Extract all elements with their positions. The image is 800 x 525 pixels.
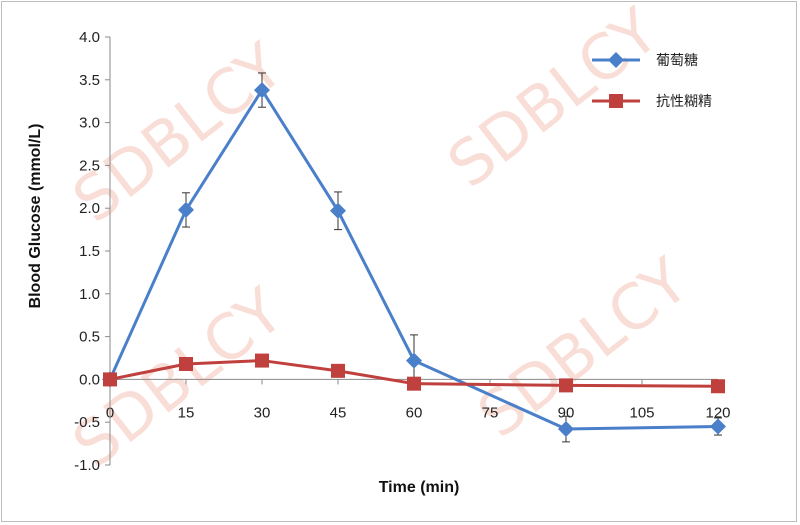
y-tick-label: 4.0 (79, 29, 100, 46)
data-point (710, 418, 726, 435)
data-point (178, 201, 194, 218)
y-tick-label: 1.5 (79, 243, 100, 260)
legend-label-glucose: 葡萄糖 (656, 52, 698, 68)
y-tick-label: 0.5 (79, 329, 100, 346)
x-tick-label: 45 (330, 404, 347, 421)
legend: 葡萄糖 抗性糊精 (592, 52, 712, 109)
data-point (558, 421, 574, 438)
data-point (255, 353, 269, 368)
data-point (407, 376, 421, 391)
data-point (254, 82, 270, 99)
x-axis-title: Time (min) (379, 479, 460, 496)
data-point (711, 379, 725, 394)
series-layer (102, 72, 726, 443)
y-tick-label: -0.5 (74, 414, 100, 431)
legend-marker-resistant-dextrin (609, 94, 623, 108)
x-tick-label: 30 (254, 404, 271, 421)
series-glucose (102, 72, 726, 443)
x-tick-label: 15 (178, 404, 195, 421)
y-axis-ticks: 4.0 3.5 3.0 2.5 2.0 1.5 1.0 0.5 0.0 -0.5 -1.0 (74, 29, 110, 474)
data-point (330, 202, 346, 219)
y-tick-label: 1.0 (79, 286, 100, 303)
x-tick-label: 90 (558, 404, 575, 421)
y-tick-label: 3.0 (79, 115, 100, 132)
data-point (331, 363, 345, 378)
legend-label-resistant-dextrin: 抗性糊精 (656, 93, 712, 109)
y-tick-label: 0.0 (79, 371, 100, 388)
x-tick-label: 105 (629, 404, 654, 421)
data-point (559, 378, 573, 393)
x-tick-label: 75 (482, 404, 499, 421)
data-point (103, 372, 117, 387)
watermark-text: SDBLCY (464, 244, 702, 452)
series-resistant-dextrin (103, 353, 725, 394)
y-tick-label: 3.5 (79, 72, 100, 89)
x-tick-label: 60 (406, 404, 423, 421)
y-axis-title: Blood Glucose (mmol/L) (27, 124, 44, 309)
y-tick-label: 2.5 (79, 157, 100, 174)
y-tick-label: 2.0 (79, 200, 100, 217)
x-axis-ticks: 0 15 30 45 60 75 90 105 120 (106, 379, 731, 421)
x-tick-label: 120 (705, 404, 730, 421)
data-point (406, 352, 422, 369)
y-tick-label: -1.0 (74, 457, 100, 474)
data-point (179, 356, 193, 371)
legend-marker-glucose (608, 52, 624, 68)
